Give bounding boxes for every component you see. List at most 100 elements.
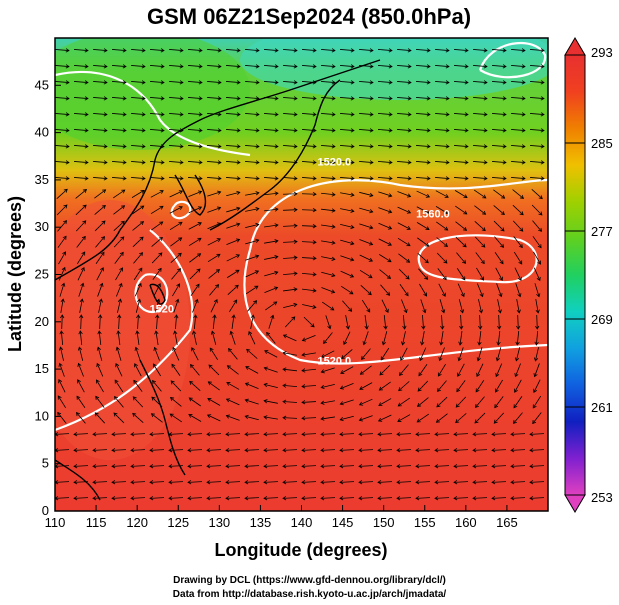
- wind-arrow: [320, 145, 336, 147]
- wind-arrow: [436, 413, 448, 423]
- wind-arrow: [225, 497, 241, 499]
- wind-arrowhead: [350, 48, 355, 53]
- wind-arrow: [491, 49, 507, 51]
- wind-arrow: [434, 49, 450, 51]
- wind-arrowhead: [179, 128, 184, 133]
- wind-arrowhead: [160, 128, 165, 133]
- wind-arrowhead: [158, 236, 163, 241]
- wind-arrowhead: [535, 309, 540, 314]
- wind-arrow: [460, 314, 462, 330]
- wind-arrow: [73, 161, 89, 163]
- wind-arrow: [169, 413, 183, 423]
- contour-line: [243, 249, 548, 365]
- wind-arrow: [472, 49, 488, 51]
- wind-arrowhead: [388, 64, 393, 69]
- wind-arrowhead: [481, 243, 486, 248]
- wind-arrowhead: [111, 448, 116, 453]
- wind-arrow: [225, 481, 241, 483]
- wind-arrow: [491, 145, 507, 147]
- wind-arrow: [320, 481, 336, 483]
- wind-arrowhead: [141, 80, 146, 85]
- wind-arrowhead: [111, 480, 116, 485]
- wind-arrowhead: [453, 432, 458, 437]
- wind-arrowhead: [141, 176, 146, 181]
- wind-arrow: [154, 299, 160, 313]
- wind-arrowhead: [198, 128, 203, 133]
- wind-arrow: [264, 416, 278, 420]
- wind-arrow: [131, 190, 145, 198]
- wind-arrowhead: [499, 260, 504, 265]
- wind-arrowhead: [151, 396, 156, 401]
- wind-arrow: [321, 416, 335, 420]
- y-tick-label: 45: [35, 77, 49, 92]
- wind-arrowhead: [495, 388, 499, 393]
- wind-arrowhead: [439, 341, 444, 346]
- wind-arrow: [132, 396, 144, 408]
- wind-arrowhead: [264, 350, 269, 354]
- wind-arrow: [263, 65, 279, 67]
- y-tick-label: 35: [35, 172, 49, 187]
- wind-arrowhead: [312, 304, 317, 309]
- contour-line: [55, 70, 251, 157]
- wind-arrow: [95, 252, 105, 264]
- wind-arrow: [497, 299, 501, 313]
- wind-arrow: [56, 204, 68, 216]
- wind-arrowhead: [244, 480, 249, 485]
- wind-arrowhead: [434, 448, 439, 453]
- wind-arrow: [510, 129, 526, 131]
- wind-arrowhead: [174, 314, 179, 319]
- wind-arrowhead: [350, 144, 355, 149]
- wind-arrow: [225, 129, 241, 131]
- wind-arrowhead: [444, 210, 449, 215]
- wind-arrow: [207, 398, 221, 406]
- wind-arrow: [455, 221, 467, 231]
- wind-arrowhead: [444, 226, 449, 231]
- wind-arrowhead: [81, 235, 86, 240]
- wind-arrow: [226, 207, 240, 213]
- wind-arrow: [529, 145, 545, 147]
- wind-arrowhead: [198, 80, 203, 85]
- wind-arrowhead: [293, 160, 298, 165]
- wind-arrow: [250, 315, 254, 329]
- wind-arrowhead: [226, 365, 231, 370]
- wind-arrowhead: [387, 241, 392, 246]
- wind-arrowhead: [388, 209, 393, 214]
- wind-arrow: [358, 449, 374, 451]
- wind-arrow: [378, 238, 392, 246]
- wind-arrow: [57, 395, 67, 409]
- wind-arrowhead: [246, 348, 251, 353]
- wind-arrow: [454, 190, 468, 198]
- wind-arrow: [56, 189, 68, 199]
- wind-arrowhead: [273, 286, 279, 291]
- wind-arrowhead: [263, 432, 268, 437]
- wind-arrow: [358, 177, 374, 179]
- wind-arrow: [189, 381, 201, 391]
- wind-arrowhead: [63, 188, 68, 193]
- wind-arrow: [321, 367, 335, 373]
- wind-arrow: [396, 481, 412, 483]
- wind-arrow: [417, 380, 429, 392]
- wind-arrow: [79, 330, 83, 346]
- wind-arrow: [111, 481, 127, 483]
- wind-arrow: [434, 97, 450, 99]
- wind-arrowhead: [244, 432, 249, 437]
- wind-arrow: [397, 191, 411, 197]
- y-tick-label: 40: [35, 125, 49, 140]
- wind-arrow: [535, 330, 539, 346]
- wind-arrow: [117, 331, 121, 345]
- wind-arrowhead: [244, 414, 249, 420]
- wind-arrow: [323, 332, 333, 344]
- wind-arrowhead: [274, 64, 279, 69]
- wind-arrowhead: [236, 112, 241, 117]
- wind-arrowhead: [445, 160, 450, 165]
- wind-arrowhead: [312, 191, 317, 197]
- wind-arrow: [206, 129, 222, 131]
- wind-arrow: [396, 97, 412, 99]
- wind-arrowhead: [387, 225, 393, 230]
- wind-arrow: [472, 177, 488, 179]
- wind-arrow: [168, 65, 184, 67]
- wind-arrow: [61, 314, 63, 330]
- wind-arrowhead: [215, 269, 221, 274]
- wind-arrow: [383, 314, 387, 330]
- wind-arrow: [415, 161, 431, 163]
